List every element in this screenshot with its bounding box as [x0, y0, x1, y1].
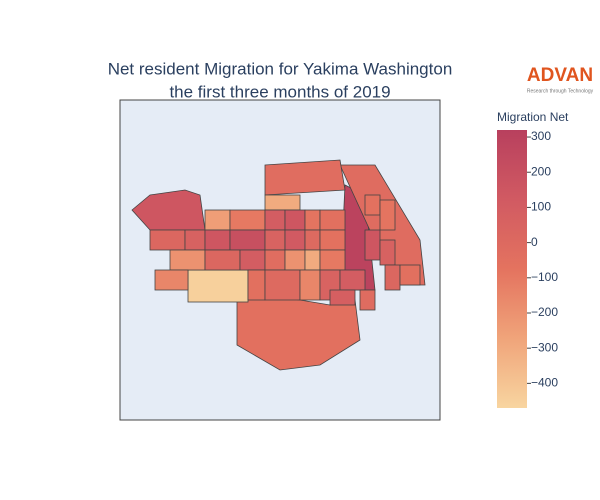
colorbar-tick-label: −300	[531, 340, 558, 354]
colorbar-tick-label: −100	[531, 270, 558, 284]
region	[264, 229, 286, 251]
region	[229, 229, 266, 251]
region	[384, 264, 401, 291]
region	[264, 159, 346, 196]
region	[154, 269, 189, 291]
region	[319, 229, 346, 251]
colorbar-tick-label: 200	[531, 164, 551, 178]
region	[319, 209, 346, 231]
region	[264, 194, 301, 211]
region	[284, 209, 306, 231]
region	[339, 269, 366, 291]
region	[239, 249, 266, 271]
region	[284, 229, 306, 251]
regions	[131, 159, 426, 371]
colorbar	[497, 130, 527, 408]
region	[187, 269, 249, 303]
region	[379, 239, 396, 266]
region	[304, 209, 321, 231]
region	[304, 249, 321, 271]
chart-subtitle: the first three months of 2019	[169, 82, 390, 101]
colorbar-tick-label: −400	[531, 376, 558, 390]
region	[264, 209, 286, 231]
region	[284, 249, 306, 271]
logo-tagline: Research through Technology	[527, 88, 594, 94]
region	[264, 269, 301, 301]
region	[379, 199, 396, 231]
colorbar-tick-label: 0	[531, 235, 538, 249]
region	[304, 229, 321, 251]
region	[229, 209, 266, 231]
region	[204, 229, 231, 251]
colorbar-tick-label: 300	[531, 129, 551, 143]
region	[364, 194, 381, 216]
region	[149, 229, 186, 251]
region	[299, 269, 321, 301]
region	[399, 264, 421, 286]
region	[264, 249, 286, 271]
region	[329, 289, 356, 306]
region	[319, 249, 346, 271]
region	[204, 249, 241, 271]
logo: ADVAN	[527, 65, 593, 86]
region	[359, 289, 376, 311]
colorbar-tick-label: 100	[531, 200, 551, 214]
region	[169, 249, 206, 271]
colorbar-title: Migration Net	[497, 110, 569, 124]
region	[247, 269, 266, 301]
region	[204, 209, 231, 231]
region	[364, 229, 381, 261]
chart-title: Net resident Migration for Yakima Washin…	[108, 59, 453, 78]
colorbar-tick-label: −200	[531, 305, 558, 319]
region	[184, 229, 206, 251]
